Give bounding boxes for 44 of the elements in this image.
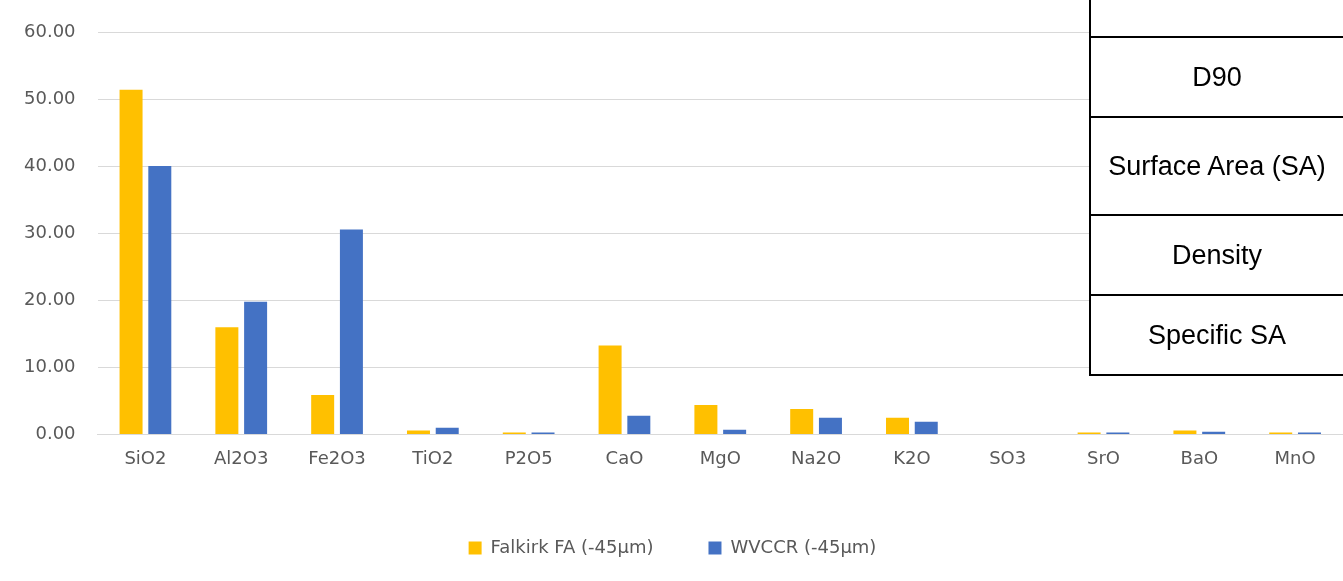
y-tick-label: 10.00 xyxy=(24,355,76,377)
bar xyxy=(435,427,459,434)
bar xyxy=(790,408,814,434)
bar xyxy=(694,404,718,434)
x-tick-label: SrO xyxy=(1086,446,1120,468)
annotation: Density xyxy=(1090,215,1343,295)
legend-label: Falkirk FA (-45µm) xyxy=(490,535,654,557)
annotation: D90 xyxy=(1090,37,1343,117)
bar xyxy=(244,301,268,434)
x-tick-label: P2O5 xyxy=(504,446,553,468)
x-tick-label: Na2O xyxy=(791,446,842,468)
x-tick-label: SiO2 xyxy=(124,446,167,468)
bar xyxy=(119,89,143,434)
bar xyxy=(215,327,239,434)
bar xyxy=(886,417,909,434)
x-tick-label: K2O xyxy=(893,446,931,468)
x-tick-label: TiO2 xyxy=(411,446,454,468)
x-tick-label: Al2O3 xyxy=(214,446,269,468)
bar xyxy=(914,421,938,434)
x-tick-label: CaO xyxy=(605,446,644,468)
annotation: Specific SA xyxy=(1090,295,1343,375)
x-tick-label: BaO xyxy=(1180,446,1219,468)
y-tick-label: 50.00 xyxy=(24,87,76,109)
y-tick-label: 0.00 xyxy=(35,422,76,444)
bar xyxy=(339,229,363,434)
x-tick-label: MgO xyxy=(699,446,741,468)
bar xyxy=(406,430,430,434)
bar xyxy=(311,394,335,434)
x-tick-label: Fe2O3 xyxy=(308,446,366,468)
legend-label: WVCCR (-45µm) xyxy=(730,535,877,557)
bar xyxy=(598,345,622,434)
bar xyxy=(148,166,172,434)
bar xyxy=(723,429,747,434)
bar xyxy=(818,417,842,434)
bar xyxy=(1173,430,1197,434)
y-tick-label: 60.00 xyxy=(24,20,76,42)
y-tick-label: 20.00 xyxy=(24,288,76,310)
annotation: Surface Area (SA) xyxy=(1090,117,1343,215)
x-tick-label: SO3 xyxy=(989,446,1027,468)
y-tick-label: 40.00 xyxy=(24,154,76,176)
bar xyxy=(627,415,651,434)
y-tick-label: 30.00 xyxy=(24,221,76,243)
bar xyxy=(1202,431,1226,434)
x-tick-label: MnO xyxy=(1274,446,1316,468)
